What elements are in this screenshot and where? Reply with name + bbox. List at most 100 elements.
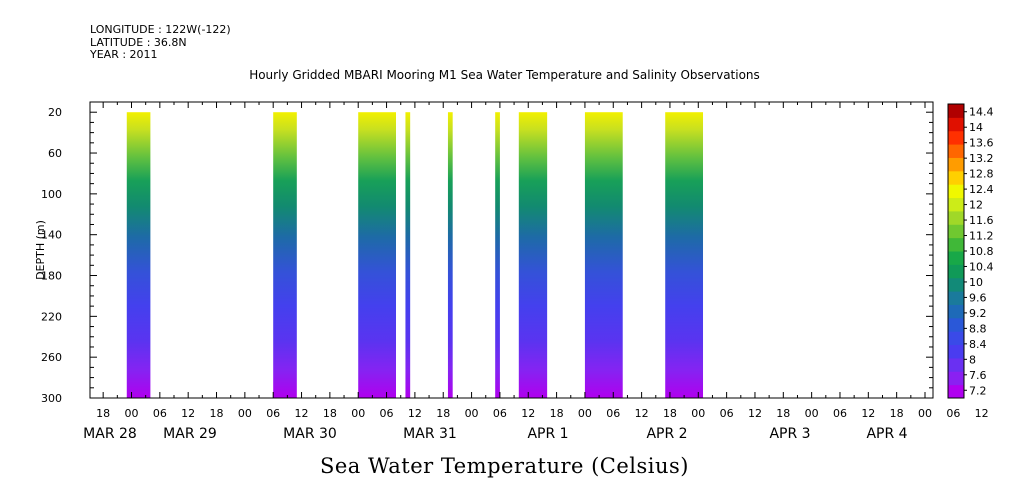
y-tick-label: 60 [48,147,62,160]
x-hour-tick-label: 00 [351,407,365,420]
x-hour-tick-label: 18 [890,407,904,420]
data-segment-0 [126,112,151,398]
colorbar-swatch [948,384,964,399]
colorbar-tick-label: 11.6 [969,214,994,227]
year-label: YEAR : 2011 [90,48,158,61]
colorbar-tick-label: 8.8 [969,322,987,335]
x-hour-tick-label: 00 [465,407,479,420]
data-segment-5 [495,112,500,398]
colorbar-tick-label: 8.4 [969,338,987,351]
plot-frame [89,101,934,399]
metadata-block: LONGITUDE : 122W(-122) LATITUDE : 36.8N … [90,23,231,62]
colorbar-tick-label: 13.6 [969,137,994,150]
x-hour-tick-label: 06 [606,407,620,420]
colorbar-swatch [948,104,964,118]
colorbar-tick-label: 9.6 [969,291,987,304]
colorbar-tick-label: 11.2 [969,230,994,243]
x-hour-tick-label: 12 [181,407,195,420]
x-hour-tick-label: 12 [635,407,649,420]
x-date-label: MAR 28 [83,426,137,442]
x-date-label: MAR 29 [163,426,217,442]
colorbar-tick-label: 9.2 [969,307,987,320]
y-tick-label: 300 [41,392,62,405]
colorbar-swatch [948,237,964,252]
x-hour-tick-label: 00 [125,407,139,420]
data-segment-2 [358,112,396,398]
data-segment-6 [518,112,548,398]
x-hour-tick-label: 18 [776,407,790,420]
x-hour-tick-label: 06 [833,407,847,420]
y-tick-label: 20 [48,106,62,119]
x-hour-tick-label: 06 [153,407,167,420]
x-date-label: APR 4 [866,426,907,442]
data-segment-4 [447,112,453,398]
x-hour-tick-label: 18 [436,407,450,420]
colorbar-swatch [948,210,964,225]
colorbar-swatch [948,224,964,239]
data-segment-8 [665,112,704,398]
y-tick-label: 140 [41,229,62,242]
temperature-heatmap-chart: 18 00 06 12 18 00 06 12 18 00 06 12 18 00 06 12 18 00 06 12… [34,101,994,442]
longitude-label: LONGITUDE : 122W(-122) [90,23,231,36]
y-axis-label: DEPTH (m) [34,220,47,280]
chart-title: Hourly Gridded MBARI Mooring M1 Sea Wate… [249,68,760,82]
x-hour-tick-label: 12 [861,407,875,420]
x-hour-tick-label: 06 [266,407,280,420]
x-hour-tick-label: 18 [96,407,110,420]
colorbar-swatch [948,157,964,172]
x-hour-tick-label: 00 [805,407,819,420]
x-hour-tick-label: 00 [578,407,592,420]
colorbar-tick-label: 7.2 [969,384,987,397]
colorbar-swatch [948,251,964,265]
colorbar-tick-label: 13.2 [969,152,994,165]
x-hour-tick-label: 18 [210,407,224,420]
colorbar-swatch [948,371,964,386]
y-tick-label: 180 [41,270,62,283]
x-date-label: APR 3 [769,426,810,442]
x-date-label: APR 1 [527,426,568,442]
x-date-label: MAR 30 [283,426,337,442]
x-date-label: MAR 31 [403,426,457,442]
latitude-label: LATITUDE : 36.8N [90,35,187,49]
variable-label: Sea Water Temperature (Celsius) [319,454,689,478]
x-hour-tick-label: 06 [720,407,734,420]
x-date-label: APR 2 [646,426,687,442]
colorbar-swatch [948,357,964,372]
x-hour-tick-label: 06 [946,407,960,420]
colorbar-tick-label: 12.8 [969,168,994,181]
x-hour-tick-label: 18 [663,407,677,420]
y-tick-label: 220 [41,310,62,323]
x-hour-tick-label: 06 [493,407,507,420]
x-hour-tick-label: 00 [918,407,932,420]
x-hour-tick-label: 00 [238,407,252,420]
colorbar-tick-label: 10 [969,276,983,289]
colorbar-swatch [948,291,964,305]
colorbar-swatch [948,331,964,346]
x-hour-tick-label: 12 [295,407,309,420]
x-hour-tick-label: 18 [323,407,337,420]
colorbar-swatch [948,197,964,212]
colorbar-tick-label: 10.8 [969,245,994,258]
colorbar-swatch [948,277,964,292]
colorbar-swatch [948,184,964,199]
x-hour-tick-label: 18 [550,407,564,420]
colorbar-swatch [948,304,964,319]
data-segment-3 [405,112,411,398]
colorbar-tick-label: 12.4 [969,183,994,196]
y-tick-label: 100 [41,188,62,201]
colorbar-tick-label: 14 [969,121,983,134]
colorbar-tick-label: 8 [969,353,976,366]
x-hour-tick-label: 12 [408,407,422,420]
x-hour-tick-label: 12 [748,407,762,420]
colorbar-swatch [948,144,964,158]
x-hour-tick-label: 06 [380,407,394,420]
colorbar-tick-label: 7.6 [969,369,987,382]
colorbar-tick-label: 10.4 [969,260,994,273]
colorbar-swatch [948,264,964,279]
colorbar-swatch [948,117,964,132]
colorbar-swatch [948,317,964,332]
data-segment-1 [273,112,297,398]
y-tick-label: 260 [41,351,62,364]
colorbar-swatch [948,344,964,359]
x-hour-tick-label: 00 [691,407,705,420]
